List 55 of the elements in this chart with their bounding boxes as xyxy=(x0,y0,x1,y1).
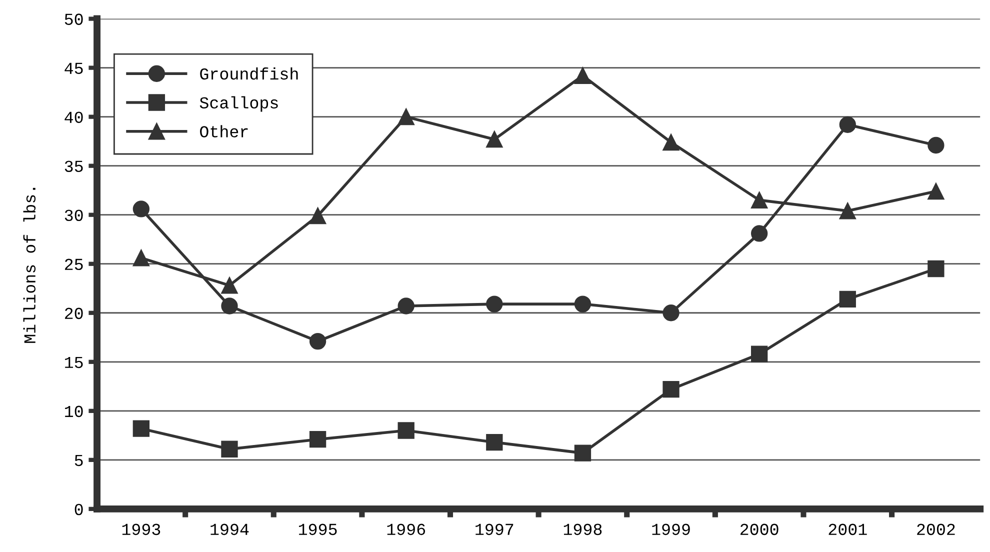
x-tick-label: 1999 xyxy=(652,524,690,536)
point xyxy=(574,67,592,84)
point xyxy=(928,136,944,154)
point xyxy=(750,192,768,208)
point xyxy=(486,131,503,148)
x-tick-label: 1995 xyxy=(298,524,337,536)
y-axis-title: Millions of lbs. xyxy=(23,188,36,343)
point xyxy=(662,381,680,398)
point xyxy=(132,420,150,437)
y-tick-label: 50 xyxy=(64,14,83,25)
point xyxy=(574,444,592,462)
x-tick-label: 1993 xyxy=(122,524,160,536)
point xyxy=(662,134,680,151)
point xyxy=(486,296,503,312)
point xyxy=(574,296,592,312)
point xyxy=(662,304,680,322)
y-tick-label: 0 xyxy=(74,504,83,516)
point xyxy=(221,277,238,294)
point xyxy=(839,202,856,220)
point xyxy=(309,207,326,224)
point xyxy=(221,440,238,458)
y-tick-label: 10 xyxy=(65,406,83,418)
point xyxy=(750,346,768,362)
point xyxy=(839,290,856,308)
point xyxy=(309,332,326,350)
x-tick-label: 2001 xyxy=(828,524,867,536)
y-tick-label: 30 xyxy=(64,210,83,222)
y-tick-label: 20 xyxy=(64,308,83,320)
x-tick-label: 1997 xyxy=(476,524,514,536)
y-tick-label: 45 xyxy=(64,62,83,74)
y-tick-label: 5 xyxy=(74,454,83,466)
point xyxy=(486,434,503,451)
legend-label: Groundfish xyxy=(200,67,298,80)
point xyxy=(928,260,944,278)
point xyxy=(839,116,856,133)
point xyxy=(221,298,238,314)
point xyxy=(398,298,414,314)
x-tick-label: 1996 xyxy=(387,524,426,536)
legend-label: Scallops xyxy=(200,96,278,112)
point xyxy=(398,108,414,126)
y-tick-label: 15 xyxy=(65,356,83,368)
y-tick-label: 35 xyxy=(64,160,83,172)
legend-label: Other xyxy=(200,125,248,138)
x-tick-label: 2000 xyxy=(740,524,778,536)
y-tick-label: 25 xyxy=(64,258,83,270)
point xyxy=(928,182,944,200)
x-tick-label: 2002 xyxy=(917,524,955,536)
y-tick-label: 40 xyxy=(64,112,83,124)
x-tick-label: 1994 xyxy=(210,524,249,536)
point xyxy=(132,250,150,266)
x-tick-label: 1998 xyxy=(564,524,602,536)
point xyxy=(132,200,150,218)
point xyxy=(309,431,326,448)
point xyxy=(750,225,768,242)
point xyxy=(398,422,414,439)
